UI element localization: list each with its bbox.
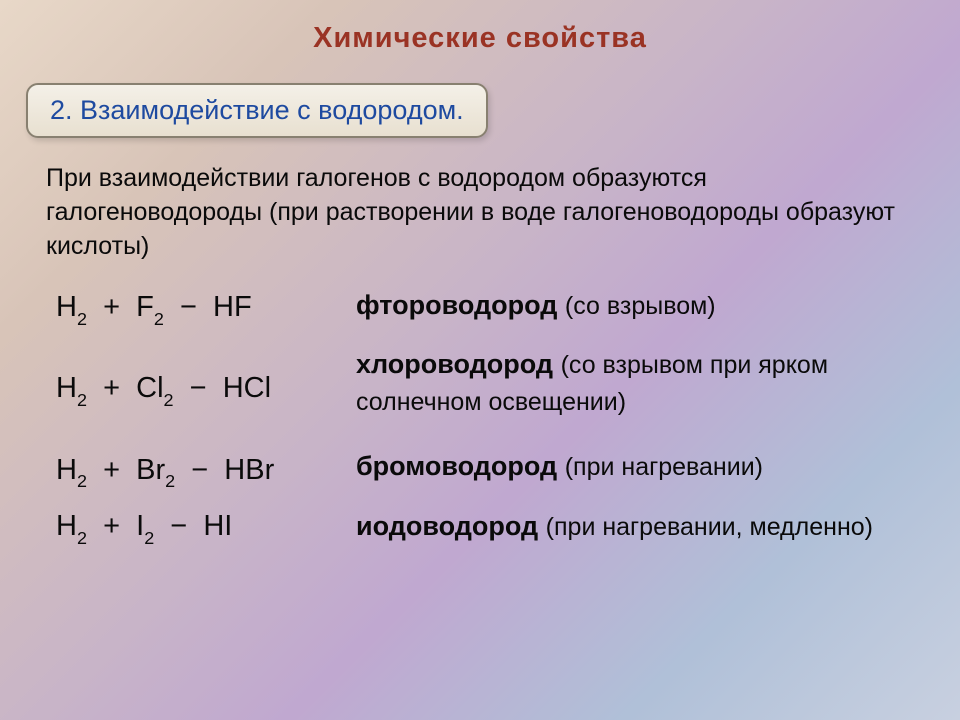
product-formula: HBr [224, 454, 274, 486]
reaction-condition: (при нагревании) [565, 453, 763, 481]
reactions-block: H2 + F2 − HF фтороводород (со взрывом) H… [56, 285, 914, 547]
reagent-a: H [56, 372, 77, 404]
product-name: хлороводород [356, 349, 553, 379]
product-formula: HCl [223, 372, 271, 404]
reaction-description: бромоводород (при нагревании) [356, 448, 914, 485]
reagent-a: H [56, 510, 77, 542]
reagent-b: I [136, 510, 144, 542]
reaction-row: H2 + F2 − HF фтороводород (со взрывом) [56, 285, 914, 328]
reagent-b: F [136, 291, 154, 323]
reaction-condition: (при нагревании, медленно) [546, 513, 873, 541]
equation: H2 + I2 − HI [56, 508, 356, 547]
reagent-b: Cl [136, 372, 163, 404]
product-name: бромоводород [356, 451, 557, 481]
reaction-row: H2 + I2 − HI иодоводород (при нагревании… [56, 508, 914, 547]
reagent-a: H [56, 454, 77, 486]
page-title: Химические свойства [0, 0, 960, 55]
product-name: иодоводород [356, 511, 538, 541]
equation: H2 + F2 − HF [56, 285, 356, 328]
product-name: фтороводород [356, 290, 557, 320]
reaction-row: H2 + Cl2 − HCl хлороводород (со взрывом … [56, 346, 914, 420]
reagent-a: H [56, 291, 77, 323]
equation: H2 + Cl2 − HCl [56, 346, 356, 409]
section-header: 2. Взаимодействие с водородом. [26, 83, 488, 138]
reagent-b: Br [136, 454, 165, 486]
intro-text: При взаимодействии галогенов с водородом… [46, 162, 914, 263]
product-formula: HI [203, 510, 232, 542]
reaction-description: фтороводород (со взрывом) [356, 285, 914, 324]
reaction-row: H2 + Br2 − HBr бромоводород (при нагрева… [56, 448, 914, 491]
reaction-condition: (со взрывом) [565, 292, 716, 320]
equation: H2 + Br2 − HBr [56, 448, 356, 491]
product-formula: HF [213, 291, 252, 323]
reaction-description: хлороводород (со взрывом при ярком солне… [356, 346, 914, 420]
reaction-description: иодоводород (при нагревании, медленно) [356, 508, 914, 545]
